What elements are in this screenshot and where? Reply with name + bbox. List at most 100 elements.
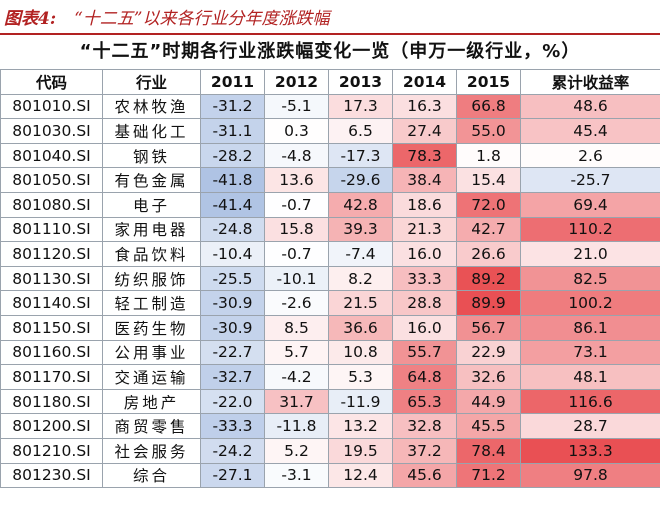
cell-return: 44.9 <box>456 388 521 415</box>
cell-cumulative: 69.4 <box>520 191 660 218</box>
table-row: 801010.SI 农林牧渔 -31.2 -5.1 17.3 16.3 66.8 48.6 <box>0 93 660 120</box>
cell-return: -4.8 <box>264 142 329 169</box>
cell-return: 64.8 <box>392 364 457 390</box>
cell-code: 801170.SI <box>0 364 103 390</box>
cell-return: 19.5 <box>328 437 393 464</box>
cell-return: 17.3 <box>328 93 393 120</box>
table-title: “十二五”时期各行业涨跌幅变化一览（申万一级行业，%） <box>79 41 581 62</box>
cell-cumulative: 133.3 <box>520 437 660 464</box>
cell-code: 801010.SI <box>0 93 103 120</box>
cell-return: 45.5 <box>456 413 521 439</box>
cell-return: 13.2 <box>328 413 393 439</box>
cell-cumulative: 21.0 <box>520 241 660 267</box>
cell-return: 8.5 <box>264 314 329 341</box>
cell-return: -24.2 <box>200 437 265 464</box>
cell-return: 28.8 <box>392 290 457 316</box>
cell-return: -33.3 <box>200 413 265 439</box>
header-code: 代码 <box>0 69 103 95</box>
cell-code: 801200.SI <box>0 413 103 439</box>
cell-return: 89.2 <box>456 265 521 292</box>
cell-return: -32.7 <box>200 364 265 390</box>
cell-industry: 电子 <box>102 191 201 218</box>
cell-industry: 房地产 <box>102 388 201 415</box>
cell-return: 12.4 <box>328 462 393 489</box>
cell-return: 16.0 <box>392 241 457 267</box>
cell-cumulative: 100.2 <box>520 290 660 316</box>
cell-industry: 医药生物 <box>102 314 201 341</box>
cell-code: 801030.SI <box>0 118 103 144</box>
cell-code: 801230.SI <box>0 462 103 489</box>
cell-return: -17.3 <box>328 142 393 169</box>
cell-return: -0.7 <box>264 191 329 218</box>
cell-code: 801040.SI <box>0 142 103 169</box>
cell-industry: 交通运输 <box>102 364 201 390</box>
cell-return: 32.8 <box>392 413 457 439</box>
cell-code: 801210.SI <box>0 437 103 464</box>
cell-industry: 社会服务 <box>102 437 201 464</box>
cell-return: 21.3 <box>392 216 457 243</box>
cell-return: 78.4 <box>456 437 521 464</box>
cell-industry: 商贸零售 <box>102 413 201 439</box>
cell-return: -11.9 <box>328 388 393 415</box>
table-row: 801140.SI 轻工制造 -30.9 -2.6 21.5 28.8 89.9 100.2 <box>0 290 660 316</box>
cell-code: 801160.SI <box>0 339 103 366</box>
cell-industry: 农林牧渔 <box>102 93 201 120</box>
cell-return: 78.3 <box>392 142 457 169</box>
cell-return: 18.6 <box>392 191 457 218</box>
cell-return: -28.2 <box>200 142 265 169</box>
table-row: 801170.SI 交通运输 -32.7 -4.2 5.3 64.8 32.6 48.1 <box>0 364 660 390</box>
cell-cumulative: 73.1 <box>520 339 660 366</box>
cell-return: 1.8 <box>456 142 521 169</box>
cell-cumulative: 82.5 <box>520 265 660 292</box>
cell-return: 42.8 <box>328 191 393 218</box>
cell-return: 16.3 <box>392 93 457 120</box>
cell-return: -30.9 <box>200 314 265 341</box>
cell-return: 36.6 <box>328 314 393 341</box>
cell-industry: 钢铁 <box>102 142 201 169</box>
cell-return: 56.7 <box>456 314 521 341</box>
table-row: 801040.SI 钢铁 -28.2 -4.8 -17.3 78.3 1.8 2.6 <box>0 142 660 169</box>
header-2013: 2013 <box>328 69 393 95</box>
cell-return: -31.1 <box>200 118 265 144</box>
cell-return: 55.7 <box>392 339 457 366</box>
cell-industry: 纺织服饰 <box>102 265 201 292</box>
cell-return: 13.6 <box>264 167 329 193</box>
cell-code: 801050.SI <box>0 167 103 193</box>
table-row: 801200.SI 商贸零售 -33.3 -11.8 13.2 32.8 45.5 28.7 <box>0 413 660 439</box>
cell-return: 5.7 <box>264 339 329 366</box>
table-row: 801080.SI 电子 -41.4 -0.7 42.8 18.6 72.0 69.4 <box>0 191 660 218</box>
cell-return: 5.2 <box>264 437 329 464</box>
cell-cumulative: 86.1 <box>520 314 660 341</box>
cell-return: -0.7 <box>264 241 329 267</box>
table-row: 801050.SI 有色金属 -41.8 13.6 -29.6 38.4 15.4 -25.7 <box>0 167 660 193</box>
cell-return: 32.6 <box>456 364 521 390</box>
cell-return: -27.1 <box>200 462 265 489</box>
cell-return: -10.1 <box>264 265 329 292</box>
cell-return: -4.2 <box>264 364 329 390</box>
cell-return: -41.8 <box>200 167 265 193</box>
figure-caption: 图表4: “十二五”以来各行业分年度涨跌幅 <box>4 4 330 30</box>
table-row: 801150.SI 医药生物 -30.9 8.5 36.6 16.0 56.7 86.1 <box>0 314 660 341</box>
header-cumulative: 累计收益率 <box>520 69 660 95</box>
cell-return: 38.4 <box>392 167 457 193</box>
cell-return: 39.3 <box>328 216 393 243</box>
cell-return: -10.4 <box>200 241 265 267</box>
cell-return: -24.8 <box>200 216 265 243</box>
cell-code: 801180.SI <box>0 388 103 415</box>
header-industry: 行业 <box>102 69 201 95</box>
table-row: 801210.SI 社会服务 -24.2 5.2 19.5 37.2 78.4 133.3 <box>0 437 660 464</box>
cell-return: -7.4 <box>328 241 393 267</box>
cell-cumulative: 2.6 <box>520 142 660 169</box>
cell-return: 15.8 <box>264 216 329 243</box>
cell-return: 45.6 <box>392 462 457 489</box>
cell-cumulative: -25.7 <box>520 167 660 193</box>
cell-return: 37.2 <box>392 437 457 464</box>
table-row: 801120.SI 食品饮料 -10.4 -0.7 -7.4 16.0 26.6 21.0 <box>0 241 660 267</box>
header-2011: 2011 <box>200 69 265 95</box>
cell-code: 801140.SI <box>0 290 103 316</box>
cell-return: 72.0 <box>456 191 521 218</box>
cell-code: 801130.SI <box>0 265 103 292</box>
cell-return: 16.0 <box>392 314 457 341</box>
figure-label: 图表4: <box>4 9 57 29</box>
cell-return: -5.1 <box>264 93 329 120</box>
